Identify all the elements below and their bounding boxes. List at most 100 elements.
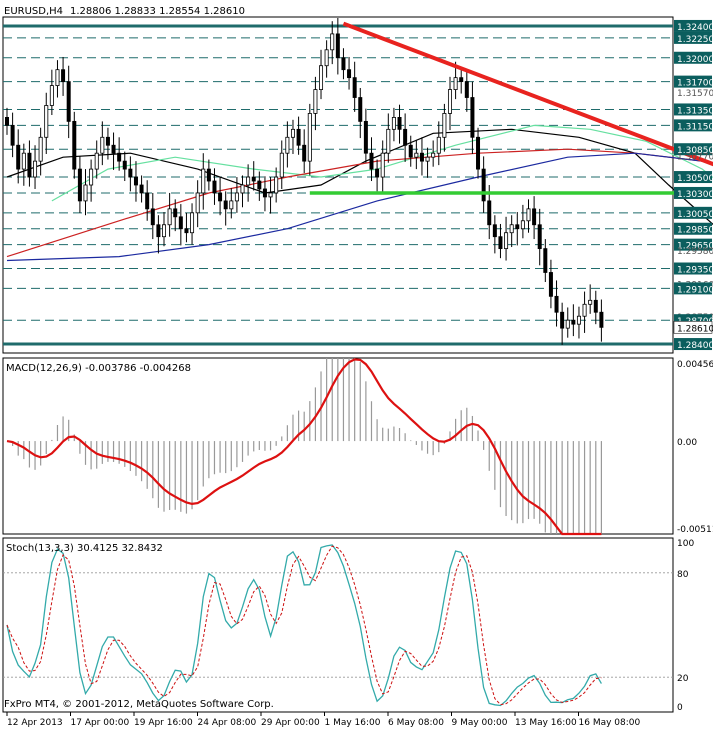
candle-body (128, 168, 133, 178)
candle-body (504, 232, 509, 250)
price-label-bg (674, 51, 712, 64)
candle-body (139, 184, 144, 194)
candle-body (10, 124, 15, 146)
price-axis-label: 1.29350 (677, 266, 713, 276)
candle-body (285, 136, 290, 154)
candle-body (476, 136, 481, 170)
price-label-bg (674, 206, 712, 219)
price-axis-label: 1.30850 (677, 146, 713, 156)
candle-body (178, 216, 183, 230)
macd-title: MACD(12,26,9) -0.003786 -0.004268 (6, 363, 191, 374)
stoch-signal-line (6, 545, 602, 706)
candle-body (526, 208, 531, 222)
candle-body (571, 319, 576, 325)
current-price-label: 1.28610 (677, 324, 713, 334)
candle-body (431, 152, 436, 158)
price-axis-label: 1.32250 (677, 35, 713, 45)
candle-body (100, 136, 105, 154)
candle-body (246, 176, 251, 186)
candle-body (173, 208, 178, 218)
candle-body (425, 156, 430, 162)
price-label-bg (674, 19, 712, 32)
candle-body (195, 192, 200, 214)
candle-body (184, 228, 189, 234)
price-axis-label: 1.31150 (677, 122, 713, 132)
candle-body (145, 192, 150, 210)
candle-body (167, 208, 172, 226)
candle-body (335, 33, 340, 59)
candle-body (375, 168, 380, 178)
time-axis: 12 Apr 2013 17 Apr 00:00 19 Apr 16:00 24 Ap… (6, 712, 641, 728)
macd-scale-label: 0.00 (677, 438, 697, 448)
candle-body (290, 128, 295, 138)
price-label-bg (674, 282, 712, 295)
stoch-title: Stoch(13,3,3) 30.4125 32.8432 (6, 543, 163, 554)
stoch-scale-label: 100 (677, 539, 694, 549)
time-axis-label: 6 May 08:00 (388, 718, 444, 728)
candle-body (470, 97, 475, 138)
candle-body (307, 113, 312, 162)
candle-body (38, 136, 43, 162)
candle-body (588, 299, 593, 305)
stoch-panel-frame (2, 537, 674, 713)
moving-average-line (6, 152, 713, 262)
price-axis-label: 1.30500 (677, 174, 713, 184)
candle-body (27, 152, 32, 178)
candle-body (532, 208, 537, 226)
candle-body (89, 168, 94, 186)
price-label-bg (674, 222, 712, 235)
candle-body (537, 224, 542, 250)
price-label-bg (674, 103, 712, 116)
candle-body (436, 136, 441, 154)
candle-body (5, 117, 10, 126)
candle-body (347, 69, 352, 79)
candle-body (206, 168, 211, 182)
price-label-bg (674, 119, 712, 132)
candle-body (223, 200, 228, 210)
candle-body (565, 319, 570, 329)
candle-body (44, 105, 49, 138)
price-axis-label: 1.29580 (677, 247, 713, 257)
macd-panel[interactable]: MACD(12,26,9) -0.003786 -0.004268 0.00456… (2, 357, 713, 536)
time-axis-label: 12 Apr 2013 (7, 718, 63, 728)
moving-average-line (6, 128, 713, 226)
time-axis-label: 29 Apr 00:00 (261, 718, 320, 728)
candle-body (363, 120, 368, 154)
candle-body (133, 176, 138, 186)
time-axis-label: 17 Apr 00:00 (71, 718, 130, 728)
candle-body (593, 299, 598, 313)
candle-body (274, 176, 279, 194)
price-panel-frame (2, 16, 674, 354)
candle-body (61, 69, 66, 83)
price-axis-label: 1.31570 (677, 89, 713, 99)
candle-body (279, 152, 284, 178)
stoch-panel[interactable]: Stoch(13,3,3) 30.4125 32.8432 100 80 20 0 (2, 537, 694, 713)
candle-body (111, 144, 116, 154)
price-axis-label: 1.29850 (677, 226, 713, 236)
price-axis-label: 1.30770 (677, 153, 713, 163)
price-label-bg (674, 186, 712, 199)
candle-body (156, 224, 161, 238)
candle-body (324, 49, 329, 67)
candle-body (341, 57, 346, 71)
candle-body (319, 65, 324, 90)
stoch-scale-label: 20 (677, 674, 689, 684)
candle-body (548, 272, 553, 297)
candle-body (212, 180, 217, 194)
price-axis-label: 1.32000 (677, 55, 713, 65)
macd-signal-line (6, 358, 602, 536)
candle-body (582, 303, 587, 317)
price-label-bg (674, 143, 712, 156)
price-label-bg (674, 262, 712, 275)
time-axis-label: 9 May 00:00 (452, 718, 508, 728)
price-label-bg (674, 31, 712, 44)
candle-body (453, 77, 458, 90)
candle-body (240, 184, 245, 194)
price-label-bg (674, 75, 712, 88)
candle-body (397, 117, 402, 130)
candle-body (498, 236, 503, 250)
candle-body (94, 152, 99, 170)
time-axis-label: 16 May 08:00 (579, 718, 641, 728)
